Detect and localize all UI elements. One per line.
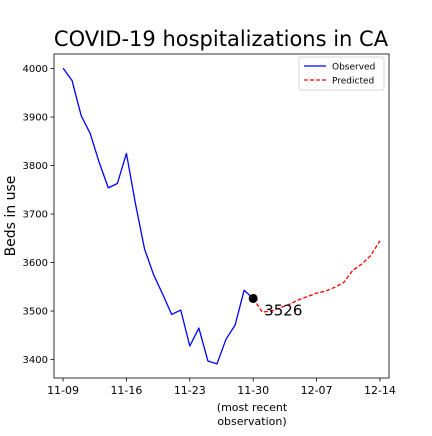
x-tick-label: 12-07 bbox=[301, 384, 333, 397]
legend-items: Observed Predicted bbox=[304, 63, 375, 87]
annotation-layer: 3526 bbox=[248, 293, 302, 319]
y-tick-label: 4000 bbox=[23, 64, 48, 75]
x-tick-label: 11-23 bbox=[174, 384, 206, 397]
y-tick-label: 3600 bbox=[23, 258, 48, 269]
x-tick-label: 11-30 bbox=[237, 384, 269, 397]
y-tick-label: 3800 bbox=[23, 161, 48, 172]
series-line-observed bbox=[62, 67, 254, 365]
y-axis: 3400 3500 3600 3700 3800 3900 4000 bbox=[23, 64, 54, 366]
x-axis: 11-09 11-16 11-23 11-30 12-07 12-14 bbox=[47, 378, 396, 397]
x-tick-label: 12-14 bbox=[364, 384, 396, 397]
y-axis-label: Beds in use bbox=[3, 176, 19, 257]
y-tick-label: 3700 bbox=[23, 210, 48, 221]
y-tick-label: 3400 bbox=[23, 355, 48, 366]
x-axis-label-line: (most recent bbox=[217, 401, 288, 414]
x-axis-label: (most recent observation) bbox=[217, 401, 288, 428]
series-layer bbox=[62, 67, 381, 365]
series-line-predicted bbox=[252, 240, 381, 313]
legend-label-predicted: Predicted bbox=[332, 77, 374, 87]
x-tick-label: 11-09 bbox=[47, 384, 79, 397]
y-tick-label: 3900 bbox=[23, 113, 48, 124]
chart-title: COVID-19 hospitalizations in CA bbox=[54, 27, 389, 51]
x-tick-label: 11-16 bbox=[110, 384, 142, 397]
legend: Observed Predicted bbox=[298, 56, 385, 91]
annotation-label: 3526 bbox=[264, 301, 302, 319]
latest-observation-point bbox=[248, 293, 258, 303]
x-axis-label-line: observation) bbox=[217, 415, 286, 428]
plot-frame bbox=[53, 53, 390, 379]
y-tick-label: 3500 bbox=[23, 307, 48, 318]
legend-label-observed: Observed bbox=[332, 63, 375, 73]
legend-box bbox=[298, 56, 385, 91]
